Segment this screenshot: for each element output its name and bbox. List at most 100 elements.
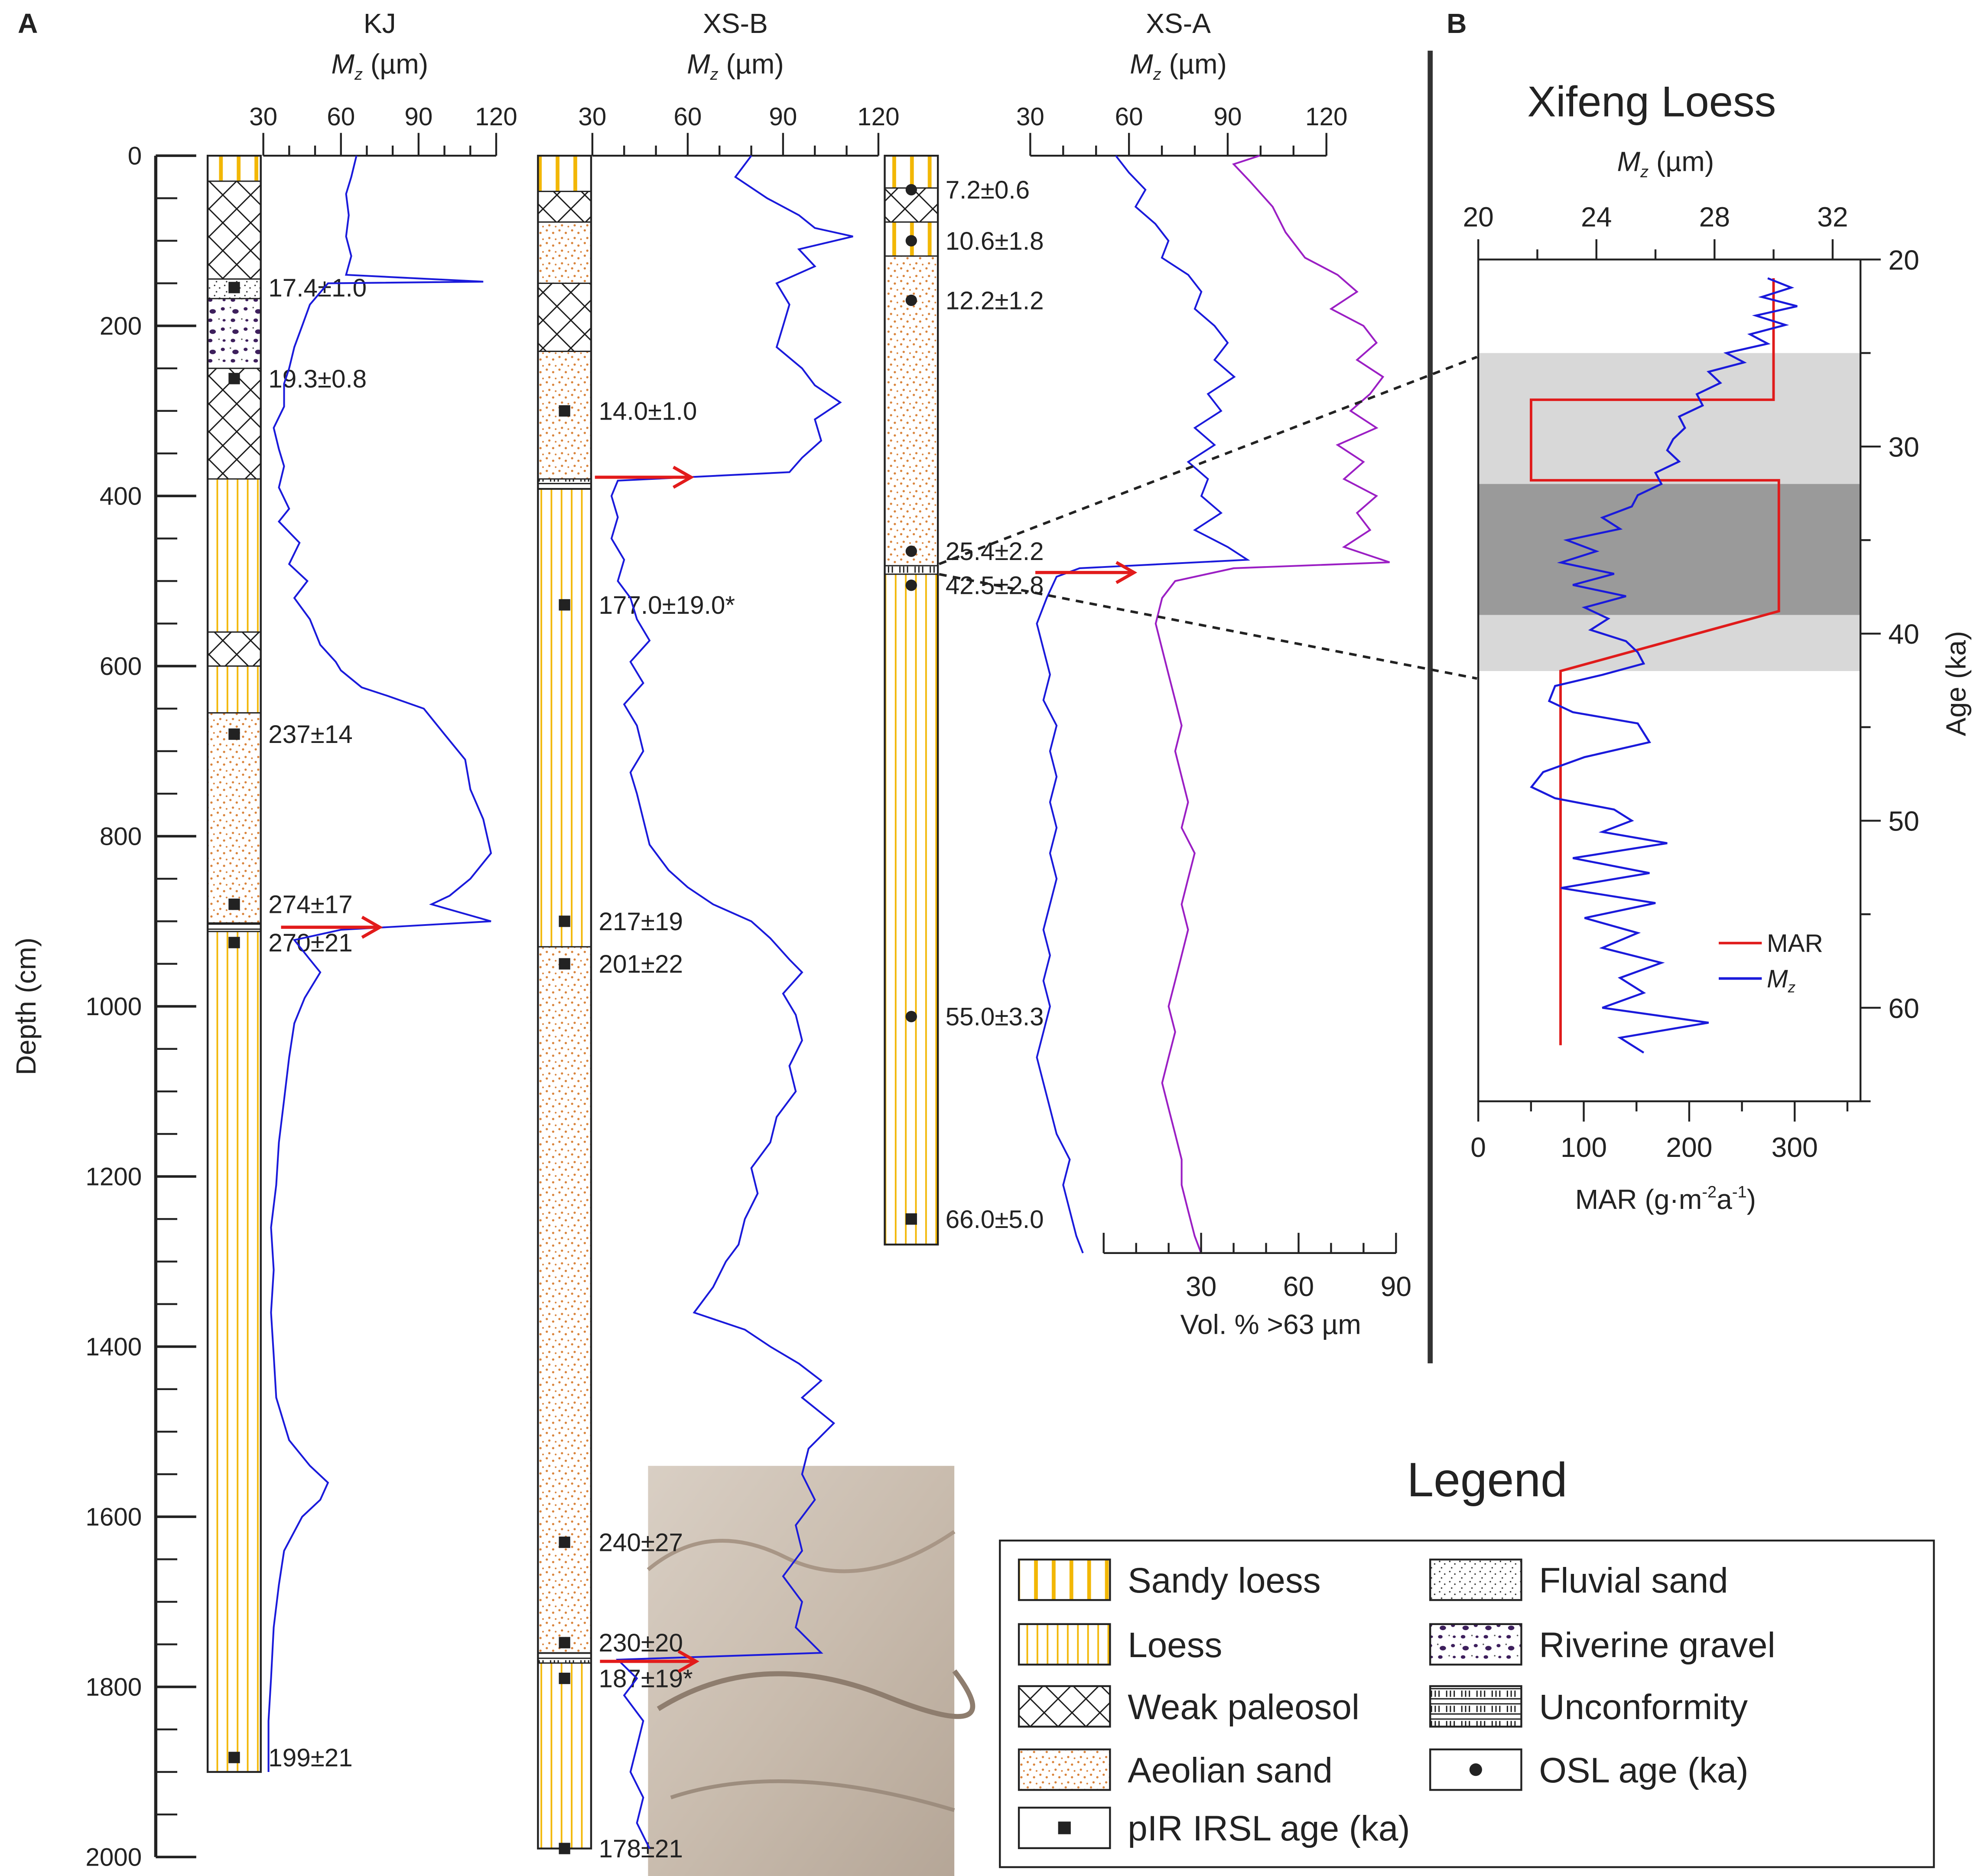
pir-age-marker bbox=[559, 405, 570, 417]
xsa-mz-line bbox=[1036, 155, 1250, 1254]
age-label: 201±22 bbox=[599, 950, 683, 978]
legend-label-osl: OSL age (ka) bbox=[1539, 1751, 1748, 1790]
mar-tick-label: 300 bbox=[1772, 1132, 1818, 1163]
pir-age-marker bbox=[559, 1843, 570, 1854]
age-label: 217±19 bbox=[599, 908, 683, 936]
age-tick-label: 20 bbox=[1888, 244, 1919, 276]
legend-swatch-weak_paleosol bbox=[1018, 1685, 1111, 1728]
photo-ridge bbox=[647, 1530, 956, 1573]
b-mz-tick-label: 32 bbox=[1817, 202, 1848, 233]
layer-unconformity bbox=[537, 1652, 592, 1664]
mar-tick-label: 0 bbox=[1470, 1132, 1486, 1163]
legend-pir-marker bbox=[1058, 1821, 1071, 1834]
osl-age-marker bbox=[905, 545, 917, 557]
pir-age-marker bbox=[228, 899, 240, 910]
layer-unconformity bbox=[207, 922, 262, 932]
xsa-arrow-head bbox=[1115, 561, 1138, 584]
mz-tick-label: 120 bbox=[857, 103, 899, 131]
layer-loess bbox=[537, 489, 592, 948]
column-border bbox=[884, 155, 939, 1246]
osl-age-marker bbox=[905, 294, 917, 306]
layer-loess bbox=[207, 478, 262, 633]
layer-weak_paleosol bbox=[207, 180, 262, 280]
legend-label-weak_paleosol: Weak paleosol bbox=[1128, 1687, 1359, 1727]
mz-axis-label: Mz (µm) bbox=[687, 48, 784, 84]
layer-sandy_loess bbox=[207, 155, 262, 182]
pir-age-marker bbox=[559, 915, 570, 927]
depth-tick-label: 800 bbox=[100, 823, 142, 851]
layer-loess bbox=[884, 573, 939, 1245]
age-label: 19.3±0.8 bbox=[268, 365, 367, 393]
pir-age-marker bbox=[559, 599, 570, 611]
legend-swatch-unconformity bbox=[1429, 1685, 1522, 1728]
xsb-arrow-lower-head bbox=[677, 1650, 699, 1673]
kj-mz-line bbox=[267, 155, 492, 1772]
age-tick-label: 60 bbox=[1888, 993, 1919, 1024]
pir-age-marker bbox=[228, 728, 240, 740]
kj-arrow-head bbox=[361, 915, 383, 939]
panel-b: B Xifeng Loess 20 24 28 32 20 30 40 50 60 Age (ka) 0… bbox=[1447, 8, 1971, 1215]
pir-age-marker bbox=[228, 282, 240, 293]
age-label: 17.4±1.0 bbox=[268, 274, 367, 302]
vol-axis-label: Vol. % >63 µm bbox=[1180, 1309, 1361, 1340]
pir-age-marker bbox=[559, 1672, 570, 1684]
osl-age-marker bbox=[905, 580, 917, 591]
photo-ridge bbox=[657, 1669, 975, 1719]
mar-tick-label: 200 bbox=[1666, 1132, 1712, 1163]
layer-aeolian_sand bbox=[537, 221, 592, 284]
vol-tick-label: 90 bbox=[1381, 1271, 1411, 1302]
depth-tick-label: 2000 bbox=[85, 1843, 142, 1872]
photo-ridge bbox=[670, 1779, 955, 1812]
kj-title: KJ bbox=[364, 8, 396, 39]
layer-sandy_loess bbox=[884, 155, 939, 189]
legend-label-sandy_loess: Sandy loess bbox=[1128, 1561, 1320, 1600]
age-label: 14.0±1.0 bbox=[599, 397, 697, 425]
layer-unconformity bbox=[537, 478, 592, 490]
panel-b-title: Xifeng Loess bbox=[1527, 78, 1776, 126]
xsa-title: XS-A bbox=[1146, 8, 1211, 39]
layer-loess bbox=[207, 931, 262, 1773]
vol-tick-label: 60 bbox=[1283, 1271, 1314, 1302]
age-label: 187±19* bbox=[599, 1665, 693, 1693]
age-label: 230±20 bbox=[599, 1629, 683, 1657]
age-label: 237±14 bbox=[268, 720, 352, 749]
osl-age-marker bbox=[905, 184, 917, 195]
depth-tick-label: 400 bbox=[100, 482, 142, 511]
age-label: 178±21 bbox=[599, 1835, 683, 1863]
legend-swatch-aeolian_sand bbox=[1018, 1748, 1111, 1791]
kj-column: 17.4±1.0 19.3±0.8 237±14 274±17 270±21 199±21… bbox=[206, 8, 517, 1773]
age-label: 240±27 bbox=[599, 1529, 683, 1557]
layer-aeolian_sand bbox=[207, 712, 262, 924]
xsa-column: 7.2±0.610.6±1.812.2±1.225.4±2.242.5±2.85… bbox=[884, 8, 1347, 1254]
mar-line bbox=[1530, 278, 1780, 1045]
legend-label-fluvial_sand: Fluvial sand bbox=[1539, 1561, 1728, 1600]
mar-axis-label: MAR (g·m-2a-1) bbox=[1575, 1183, 1756, 1215]
panel-b-frame bbox=[1477, 258, 1862, 1102]
pir-age-marker bbox=[228, 937, 240, 948]
age-label: 66.0±5.0 bbox=[946, 1205, 1044, 1234]
mz-tick-label: 120 bbox=[1305, 103, 1347, 131]
b-mz-line bbox=[1530, 277, 1798, 1054]
mz-tick-label: 60 bbox=[673, 103, 702, 131]
legend-mar-label: MAR bbox=[1767, 929, 1823, 958]
legend-swatch-riverine_gravel bbox=[1429, 1623, 1522, 1666]
age-tick-label: 40 bbox=[1888, 619, 1919, 650]
xsb-mz-line bbox=[610, 155, 853, 1849]
mz-tick-label: 30 bbox=[1016, 103, 1044, 131]
photo-background bbox=[648, 1466, 955, 1876]
column-border bbox=[206, 155, 262, 1773]
depth-tick-label: 0 bbox=[128, 142, 142, 170]
pir-age-marker bbox=[559, 1536, 570, 1548]
legend-label-loess: Loess bbox=[1128, 1625, 1222, 1665]
xsa-vol-line bbox=[1154, 155, 1390, 1254]
age-label: 177.0±19.0* bbox=[599, 591, 735, 619]
depth-tick-label: 1200 bbox=[85, 1163, 142, 1191]
legend-title: Legend bbox=[1407, 1453, 1567, 1507]
correlation-line-upper bbox=[939, 355, 1478, 565]
mz-axis-label: Mz (µm) bbox=[1617, 146, 1714, 181]
xsb-column: 14.0±1.0 177.0±19.0* 217±19 201±22 240±27 230… bbox=[537, 8, 900, 1863]
pir-age-marker bbox=[228, 1752, 240, 1763]
legend-label-aeolian_sand: Aeolian sand bbox=[1128, 1751, 1333, 1790]
vol-tick-label: 30 bbox=[1186, 1271, 1216, 1302]
